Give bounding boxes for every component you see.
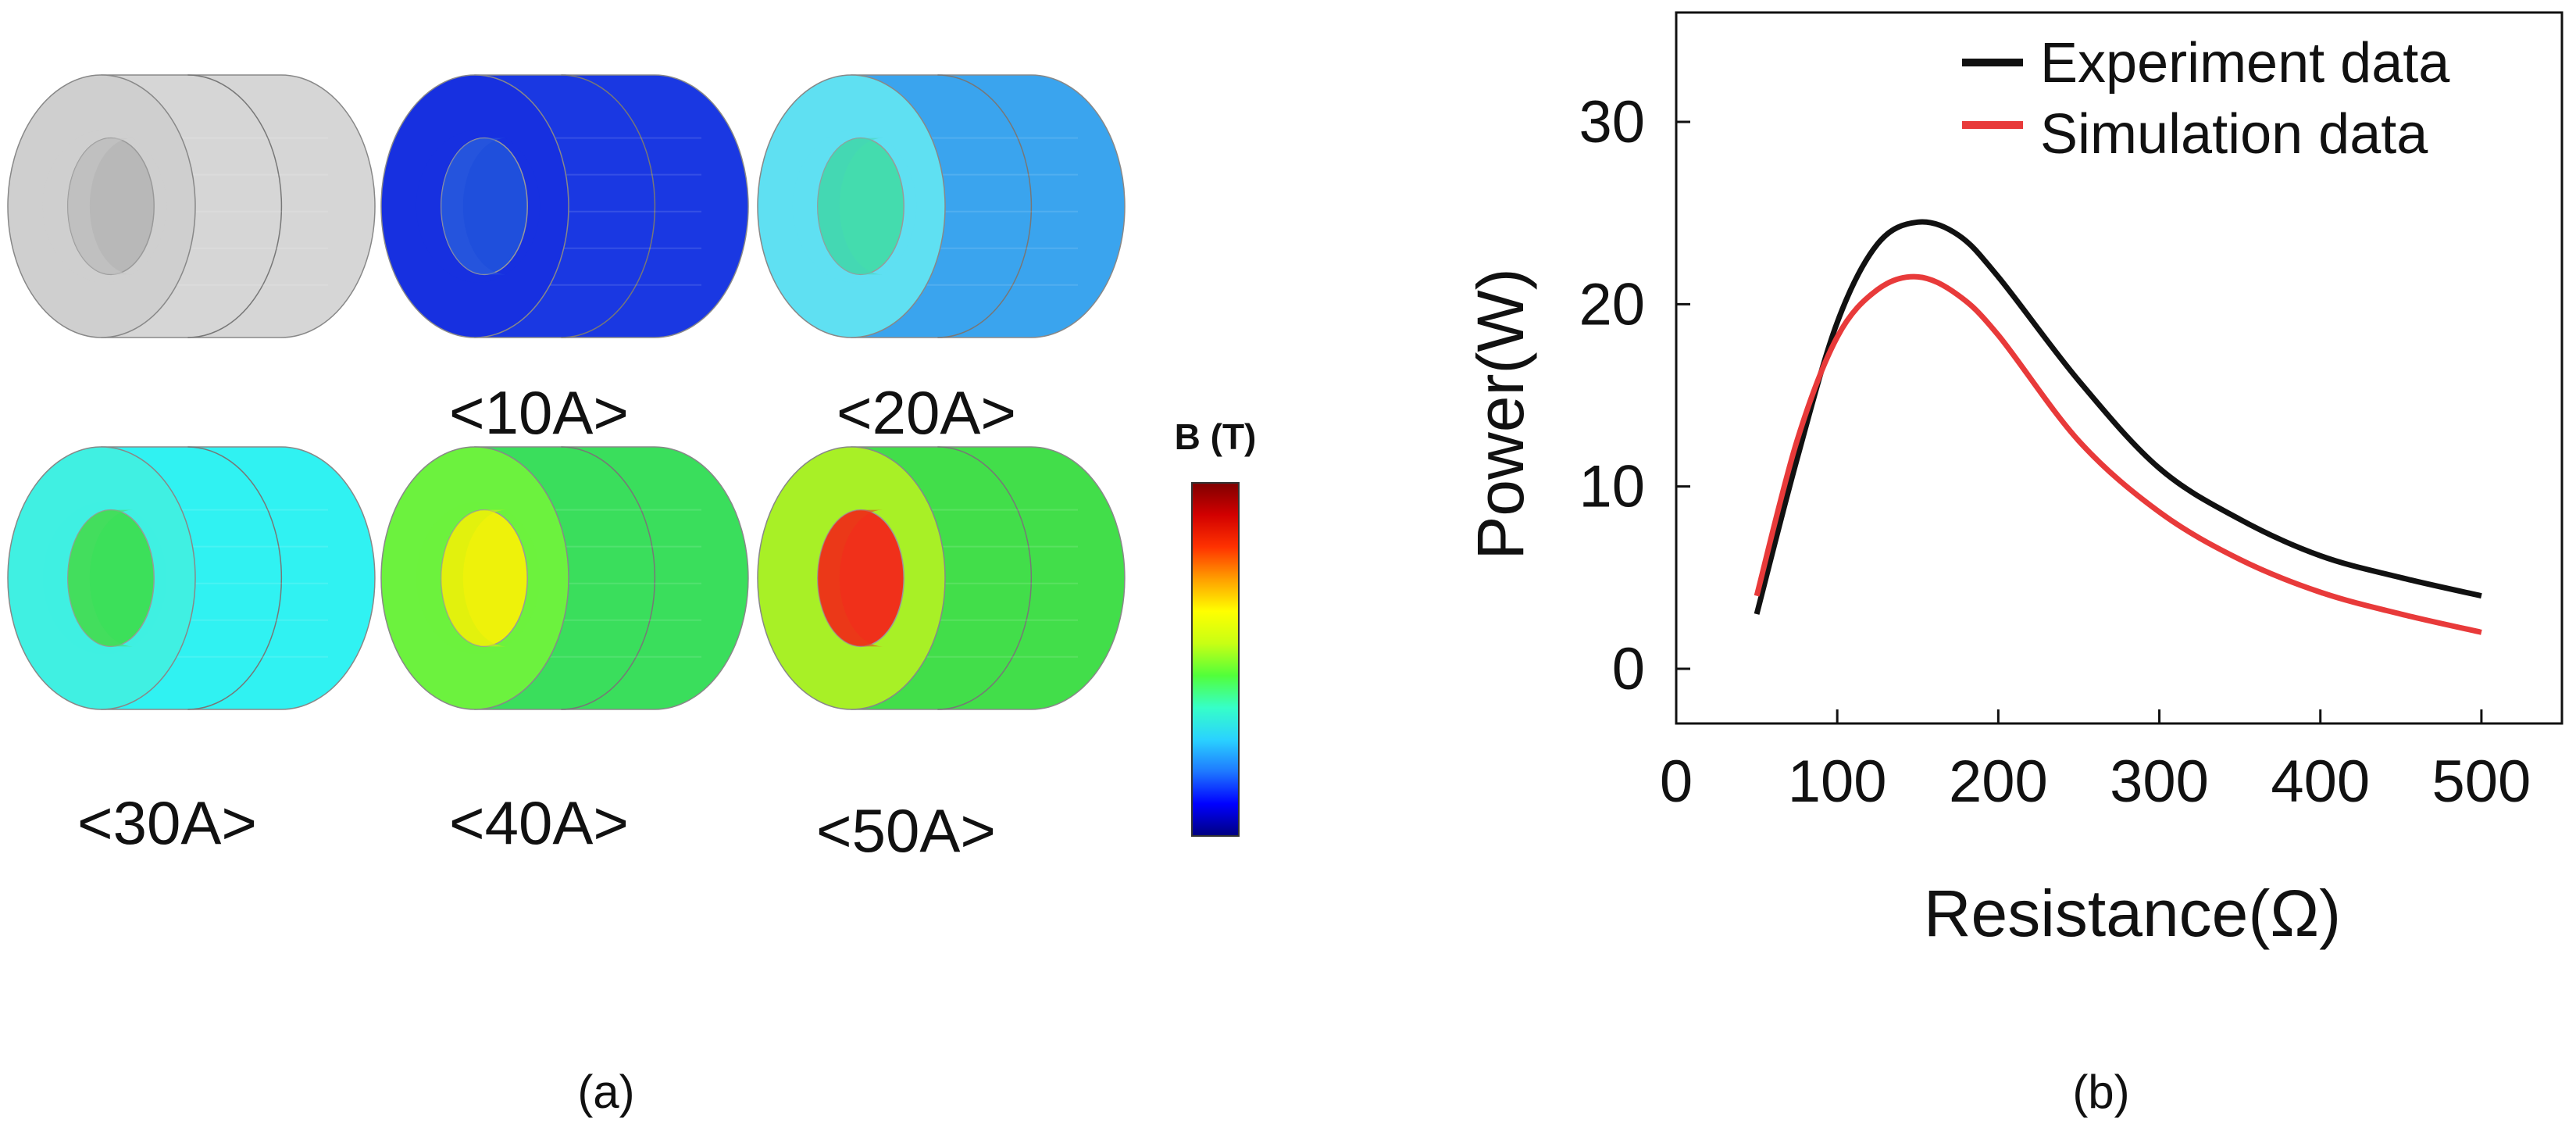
power-resistance-chart: 0 100 200 300 400 500 0 10 20 30 Resistance(Ω) P… bbox=[1464, 11, 2564, 950]
y-tick-label: 10 bbox=[1579, 454, 1645, 520]
core-20A: <20A> bbox=[757, 74, 1126, 447]
plot-frame bbox=[1675, 11, 2564, 725]
y-axis-label: Power(W) bbox=[1464, 268, 1537, 559]
core-bore bbox=[441, 138, 506, 275]
panel-a-caption: (a) bbox=[577, 1066, 634, 1118]
core-seam bbox=[561, 74, 656, 338]
series-line-experiment bbox=[1754, 219, 2482, 615]
y-tick-label: 30 bbox=[1579, 89, 1645, 155]
x-axis-label: Resistance(Ω) bbox=[1924, 877, 2341, 950]
panel-b-caption: (b) bbox=[2072, 1066, 2129, 1118]
core-seam bbox=[937, 74, 1033, 338]
series-lines bbox=[1754, 219, 2482, 635]
panel-a: <10A> <20A> <30A> <40A> <50A> B (T) (a) bbox=[7, 74, 1257, 1118]
y-tick-label: 20 bbox=[1579, 271, 1645, 338]
y-tick-label: 0 bbox=[1612, 636, 1645, 702]
legend: Experiment data Simulation data bbox=[1962, 32, 2450, 166]
core-grid: <10A> <20A> <30A> <40A> <50A> bbox=[7, 74, 1126, 865]
x-tick-label: 100 bbox=[1788, 748, 1887, 815]
colorbar-scale bbox=[1191, 482, 1240, 837]
series-line-simulation bbox=[1754, 273, 2482, 635]
core-10A: <10A> bbox=[380, 74, 749, 447]
core-label: <30A> bbox=[77, 788, 257, 857]
colorbar-title: B (T) bbox=[1175, 416, 1257, 457]
x-tick-label: 200 bbox=[1949, 748, 2048, 815]
core-seam bbox=[187, 74, 283, 338]
y-axis-ticks: 0 10 20 30 bbox=[1579, 89, 1690, 702]
core-seam bbox=[187, 446, 283, 710]
core-seam bbox=[561, 446, 656, 710]
core-label: <50A> bbox=[816, 796, 996, 865]
x-tick-label: 500 bbox=[2432, 748, 2531, 815]
core-geometry bbox=[7, 74, 376, 338]
x-tick-label: 400 bbox=[2271, 748, 2370, 815]
core-label: <10A> bbox=[449, 378, 629, 447]
core-bore bbox=[817, 138, 883, 275]
x-axis-ticks: 0 100 200 300 400 500 bbox=[1660, 709, 2531, 815]
core-bore bbox=[817, 509, 883, 647]
core-seam bbox=[937, 446, 1033, 710]
x-tick-label: 0 bbox=[1660, 748, 1693, 815]
core-bore bbox=[67, 509, 133, 647]
core-30A: <30A> bbox=[7, 446, 376, 857]
core-bore bbox=[441, 509, 506, 647]
colorbar: B (T) bbox=[1175, 416, 1257, 837]
panel-b: 0 100 200 300 400 500 0 10 20 30 Resistance(Ω) P… bbox=[1464, 11, 2564, 1118]
core-50A: <50A> bbox=[757, 446, 1126, 865]
core-bore bbox=[67, 138, 133, 275]
core-label: <20A> bbox=[837, 378, 1016, 447]
legend-label-simulation: Simulation data bbox=[2040, 103, 2428, 166]
core-40A: <40A> bbox=[380, 446, 749, 857]
x-tick-label: 300 bbox=[2110, 748, 2209, 815]
legend-label-experiment: Experiment data bbox=[2040, 32, 2450, 95]
core-label: <40A> bbox=[449, 788, 629, 857]
